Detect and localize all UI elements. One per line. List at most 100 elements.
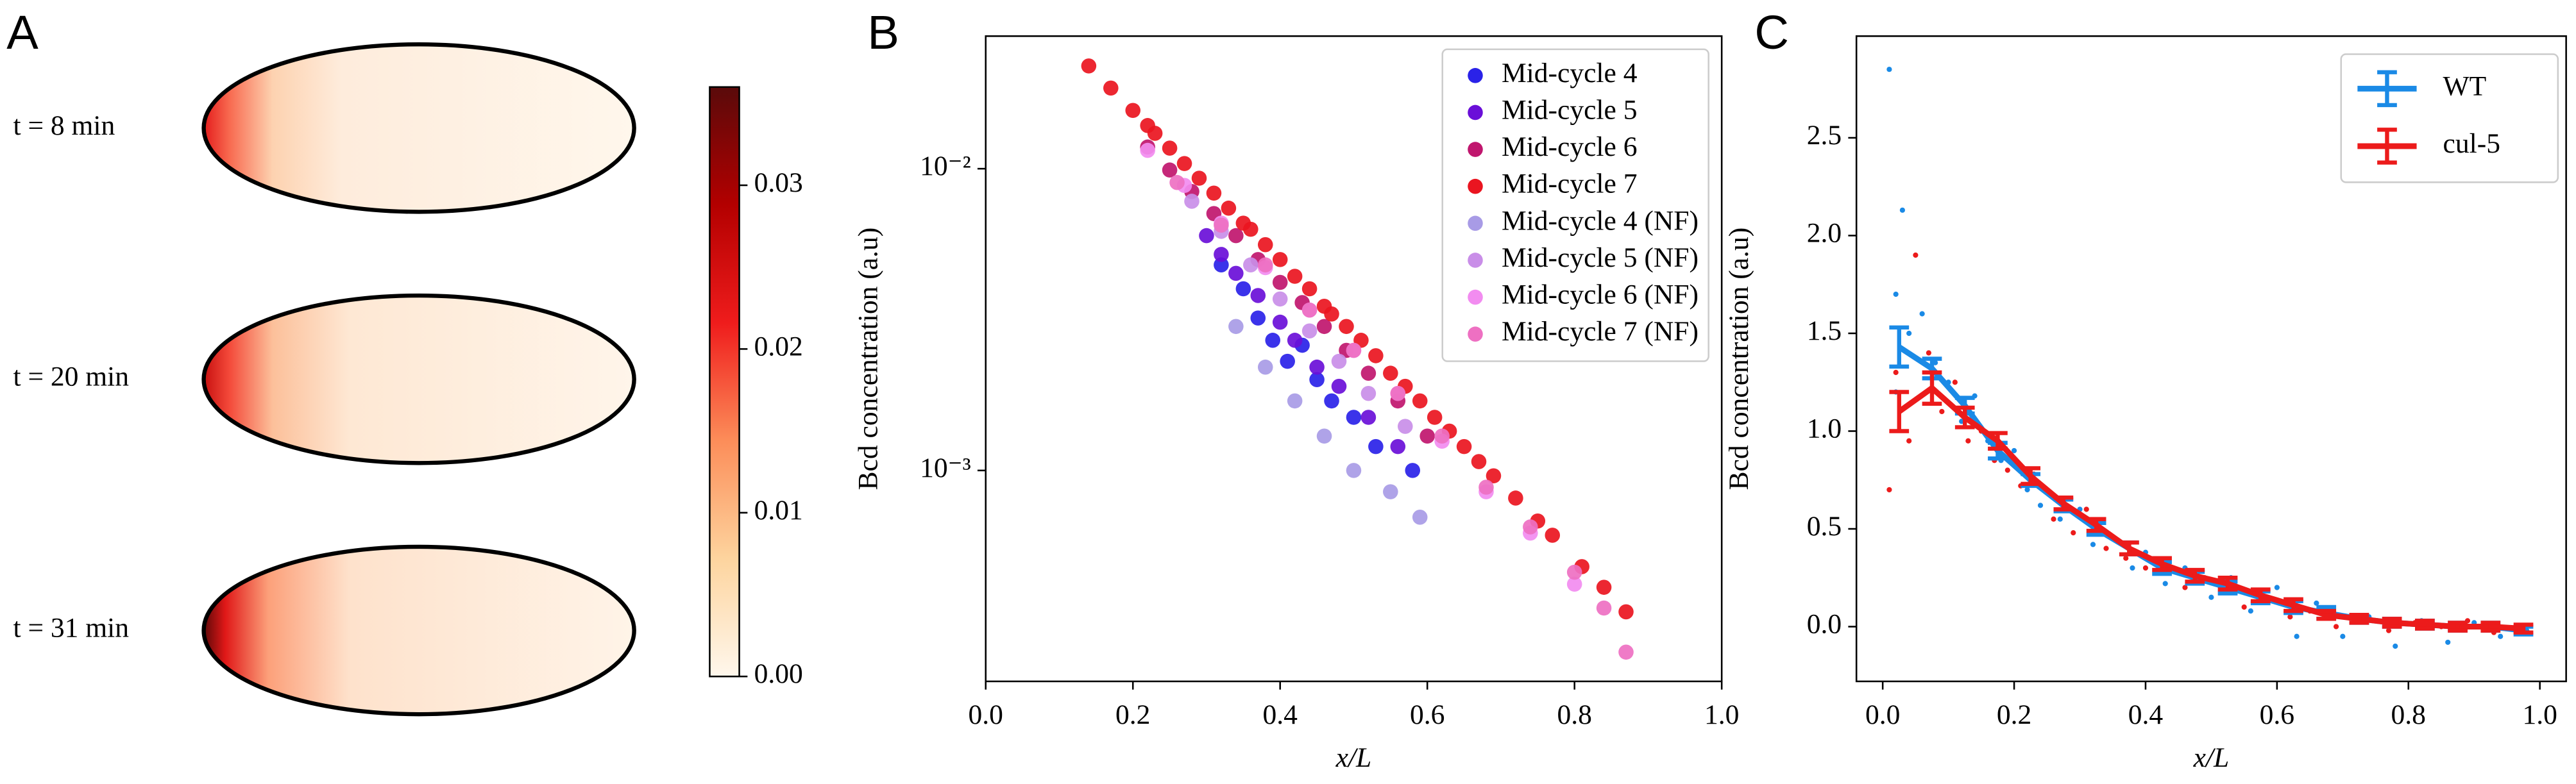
- embryo-images: [201, 42, 636, 717]
- legend-marker: [1468, 253, 1483, 268]
- data-point: [1280, 353, 1295, 369]
- raw-point: [2037, 503, 2044, 508]
- legend-label: Mid-cycle 7 (NF): [1502, 316, 1699, 347]
- error-bar: [2513, 622, 2534, 635]
- data-point: [1331, 378, 1347, 394]
- y-tick-label: 10⁻²: [920, 151, 971, 181]
- data-point: [1360, 410, 1377, 425]
- raw-point: [1893, 369, 1899, 376]
- legend-marker: [1468, 68, 1483, 83]
- error-bar: [2053, 495, 2074, 512]
- raw-point: [2393, 643, 2398, 649]
- raw-point: [1965, 438, 1971, 444]
- error-bar: [2250, 587, 2271, 604]
- data-point: [1301, 302, 1318, 318]
- data-point: [1228, 228, 1244, 244]
- legend-marker: [1468, 178, 1483, 194]
- raw-point: [1952, 379, 1958, 385]
- data-point: [1228, 319, 1244, 335]
- error-bar: [2349, 613, 2369, 625]
- y-axis-label: Bcd concentration (a.u): [852, 228, 883, 490]
- x-tick-label: 1.0: [2522, 699, 2557, 730]
- data-point: [1206, 185, 1222, 201]
- raw-point: [2071, 530, 2076, 536]
- legend-marker: [1468, 104, 1483, 121]
- data-point: [1221, 200, 1237, 216]
- data-point: [1316, 428, 1332, 444]
- data-point: [1427, 410, 1443, 425]
- legend-label: Mid-cycle 6 (NF): [1502, 279, 1699, 310]
- raw-point: [2130, 565, 2135, 571]
- series-line: [1897, 384, 2524, 632]
- raw-point: [2103, 546, 2109, 551]
- data-point: [1250, 310, 1266, 326]
- raw-point: [2083, 506, 2089, 512]
- data-point: [1618, 604, 1634, 620]
- error-bar: [2217, 576, 2238, 592]
- data-point: [1419, 428, 1435, 444]
- colorbar-tick-label: 0.03: [754, 167, 803, 198]
- error-bar: [1889, 325, 1910, 369]
- y-tick-label: 0.0: [1807, 608, 1842, 639]
- legend-label: Mid-cycle 4: [1502, 58, 1638, 88]
- data-point: [1214, 257, 1229, 272]
- data-point: [1618, 644, 1634, 660]
- raw-point: [1899, 207, 1905, 213]
- data-point: [1184, 194, 1199, 209]
- data-point: [1397, 419, 1413, 434]
- embryo: [201, 293, 636, 465]
- data-point: [1405, 463, 1421, 478]
- data-point: [1390, 385, 1406, 401]
- data-point: [1287, 393, 1303, 409]
- panel-letter: A: [6, 6, 38, 59]
- raw-point: [2090, 542, 2096, 547]
- x-tick-label: 0.0: [1865, 699, 1900, 730]
- raw-point: [2011, 447, 2017, 454]
- error-bar: [2185, 567, 2205, 584]
- embryo: [201, 42, 636, 214]
- raw-point: [2182, 585, 2188, 590]
- panel-letter: B: [867, 6, 899, 59]
- legend-marker: [1468, 142, 1483, 157]
- colorbar: [709, 86, 740, 678]
- data-point: [1412, 510, 1428, 525]
- panel-letter: C: [1754, 6, 1789, 59]
- legend-label: Mid-cycle 7: [1502, 169, 1638, 199]
- data-point: [1199, 228, 1214, 244]
- data-point: [1346, 342, 1362, 358]
- raw-point: [1906, 330, 1912, 337]
- axes-frame: [985, 35, 1723, 683]
- data-point: [1191, 171, 1207, 186]
- raw-point: [2498, 633, 2504, 639]
- raw-point: [1919, 311, 1925, 317]
- data-point: [1346, 463, 1362, 478]
- data-point: [1162, 140, 1178, 156]
- raw-point: [1886, 67, 1892, 72]
- data-point: [1545, 528, 1561, 543]
- data-point: [1081, 58, 1097, 74]
- data-point: [1486, 468, 1502, 484]
- y-tick-label: 10⁻³: [920, 453, 971, 483]
- raw-point: [2123, 555, 2129, 561]
- colorbar-tick-label: 0.01: [754, 495, 803, 526]
- x-tick-label: 0.0: [969, 699, 1003, 730]
- data-point: [1228, 265, 1244, 281]
- colorbar-tick-label: 0.02: [754, 331, 803, 362]
- data-point: [1235, 281, 1251, 297]
- raw-point: [1939, 408, 1945, 415]
- data-point: [1316, 319, 1332, 335]
- data-point: [1309, 372, 1325, 387]
- y-tick-label: 1.0: [1807, 413, 1842, 444]
- data-point: [1324, 306, 1339, 322]
- raw-point: [1906, 438, 1912, 444]
- data-point: [1471, 454, 1487, 469]
- data-point: [1412, 393, 1428, 409]
- raw-point: [2051, 516, 2056, 522]
- data-point: [1265, 333, 1281, 348]
- legend-label: Mid-cycle 4 (NF): [1502, 205, 1699, 236]
- data-point: [1257, 359, 1273, 375]
- time-label: t = 20 min: [13, 362, 129, 392]
- x-tick-label: 0.8: [2391, 699, 2426, 730]
- raw-point: [2445, 639, 2451, 646]
